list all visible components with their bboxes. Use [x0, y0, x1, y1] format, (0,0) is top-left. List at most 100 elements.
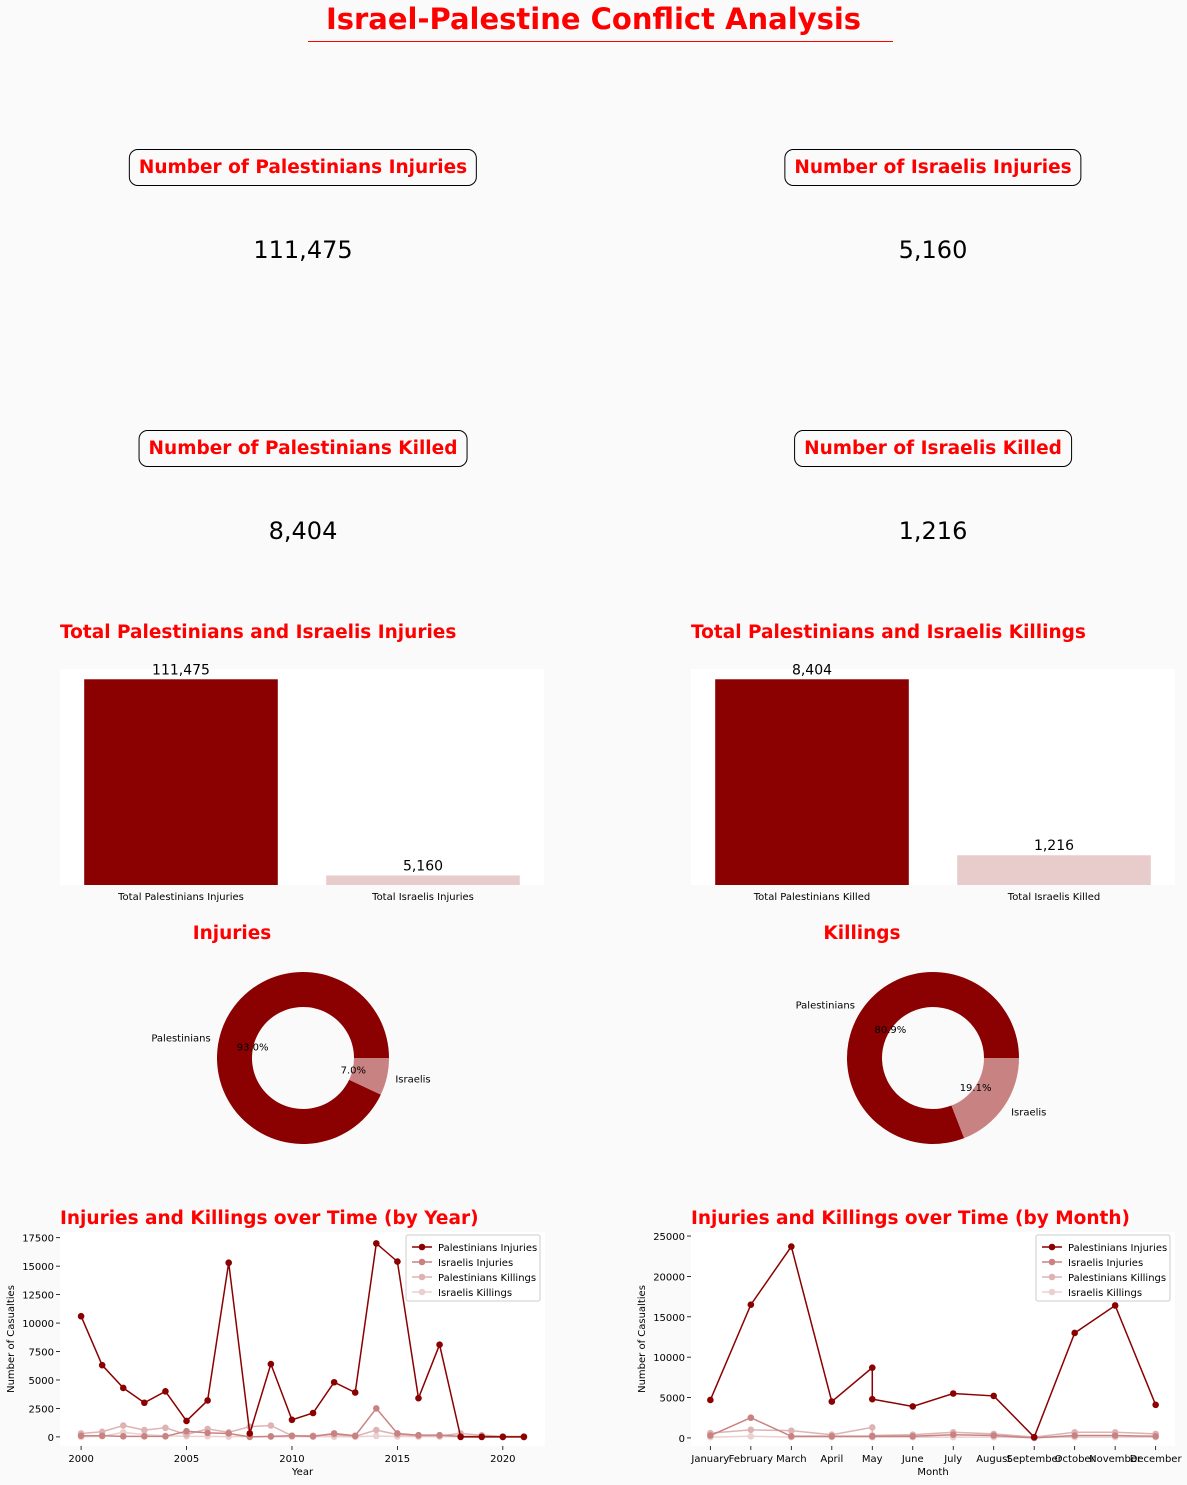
series-0-point-0	[707, 1396, 714, 1404]
x-tick-label-0: 2000	[68, 1454, 93, 1465]
series-0-point-8	[990, 1392, 998, 1400]
series-1-point-13	[351, 1432, 359, 1440]
series-0-point-9	[1030, 1433, 1038, 1441]
bar-value-label-1: 5,160	[403, 858, 443, 874]
series-0-point-21	[520, 1433, 528, 1441]
yearly-line-chart: 0 2500 5000 7500 10000 12500 15000 17500 2000 200…	[6, 1232, 545, 1478]
bar-value-label-0: 8,404	[792, 662, 832, 678]
legend-marker-1	[1048, 1258, 1056, 1266]
y-axis-label: Number of Casualties	[6, 1285, 17, 1393]
y-tick-label-3: 7500	[29, 1348, 54, 1359]
series-0-point-2	[788, 1243, 795, 1250]
x-tick-label-9: October	[1055, 1454, 1096, 1465]
legend-marker-2	[418, 1273, 426, 1281]
legend-label-3: Israelis Killings	[1068, 1288, 1142, 1299]
y-tick-label-6: 15000	[22, 1262, 54, 1273]
series-0-point-6	[204, 1397, 211, 1404]
series-1-point-8	[990, 1432, 998, 1439]
y-tick-label-3: 15000	[653, 1313, 685, 1324]
legend-marker-2	[1048, 1273, 1056, 1281]
series-2-point-14	[373, 1426, 380, 1434]
x-tick-label-11: December	[1130, 1454, 1183, 1465]
series-0-point-20	[499, 1433, 507, 1441]
bar-1	[326, 875, 520, 885]
legend-label-2: Palestinians Killings	[438, 1273, 536, 1284]
title-underline	[308, 41, 893, 42]
bar-category-label-1: Total Israelis Injuries	[371, 892, 474, 903]
series-1-point-4	[162, 1433, 169, 1440]
series-0-point-18	[457, 1433, 464, 1441]
x-tick-label-10: November	[1089, 1454, 1142, 1465]
series-1-point-6	[909, 1433, 917, 1440]
injuries-bar-chart-title: Total Palestinians and Israelis Injuries	[60, 622, 457, 643]
series-1-point-14	[373, 1405, 380, 1412]
killings-bar-chart: 8,404 Total Palestinians Killed 1,216 Total…	[691, 662, 1175, 903]
kpi-israelis-injuries-value: 5,160	[898, 236, 968, 264]
series-0-point-16	[415, 1394, 422, 1402]
series-1-point-16	[415, 1431, 422, 1439]
series-2-point-9	[267, 1422, 275, 1429]
donut-pct-label-1: 19.1%	[960, 1083, 992, 1094]
series-0-point-4	[868, 1364, 876, 1371]
series-0-point-8	[246, 1430, 254, 1437]
donut-slice-1	[349, 1058, 389, 1095]
series-0-point-15	[394, 1258, 401, 1265]
donut-slice-label-0: Palestinians	[796, 1001, 855, 1012]
series-1-point-5	[183, 1427, 190, 1435]
x-tick-label-5: June	[901, 1454, 924, 1465]
series-1-point-0	[77, 1432, 85, 1440]
killings-donut-title: Killings	[823, 923, 901, 944]
series-1-point-11	[309, 1433, 317, 1440]
bar-0	[715, 679, 909, 885]
series-1-point-1	[98, 1432, 106, 1440]
x-tick-label-6: July	[943, 1454, 962, 1465]
y-tick-label-2: 10000	[653, 1353, 685, 1364]
x-tick-label-8: September	[1007, 1454, 1063, 1465]
x-tick-label-2: March	[776, 1454, 806, 1465]
series-0-point-12	[1152, 1401, 1159, 1409]
series-1-point-0	[707, 1432, 714, 1439]
donut-slice-1	[951, 1058, 1019, 1139]
x-tick-label-2: 2010	[279, 1454, 304, 1465]
series-0-point-17	[436, 1341, 443, 1348]
series-1-point-2	[119, 1433, 127, 1440]
y-tick-label-2: 5000	[29, 1376, 54, 1387]
series-1-point-3	[141, 1433, 148, 1440]
series-0-point-5	[868, 1395, 876, 1403]
injuries-donut-title: Injuries	[192, 923, 272, 944]
series-line-0	[80, 1241, 524, 1438]
legend-label-0: Palestinians Injuries	[1068, 1243, 1167, 1254]
series-0-point-9	[267, 1360, 275, 1368]
series-0-point-5	[183, 1417, 190, 1425]
y-axis-label: Number of Casualties	[637, 1285, 648, 1393]
bar-1	[957, 855, 1151, 885]
series-0-point-6	[909, 1403, 917, 1410]
legend-marker-0	[418, 1243, 426, 1251]
series-1-point-11	[1111, 1432, 1119, 1439]
monthly-line-chart: 0 5000 10000 15000 20000 25000 January February…	[637, 1232, 1183, 1478]
legend-label-0: Palestinians Injuries	[438, 1243, 537, 1254]
kpi-israelis-killed-label: Number of Israelis Killed	[794, 430, 1072, 467]
series-0-point-12	[330, 1378, 338, 1386]
x-axis-label: Month	[917, 1467, 948, 1478]
series-1-point-6	[204, 1429, 211, 1437]
kpi-palestinians-killed-label: Number of Palestinians Killed	[138, 430, 468, 467]
series-0-point-0	[77, 1312, 85, 1320]
legend-marker-1	[418, 1258, 426, 1266]
series-3-point-1	[747, 1433, 755, 1440]
series-0-point-1	[747, 1301, 755, 1308]
x-tick-label-4: 2020	[490, 1454, 515, 1465]
series-2-point-2	[119, 1422, 127, 1429]
yearly-line-chart-title: Injuries and Killings over Time (by Year…	[60, 1208, 479, 1229]
y-tick-label-0: 0	[679, 1434, 685, 1445]
killings-donut-chart: Palestinians 80.9% Israelis 19.1%	[796, 972, 1046, 1144]
series-0-point-19	[478, 1433, 486, 1441]
legend-label-1: Israelis Injuries	[1068, 1258, 1143, 1269]
series-2-point-3	[141, 1426, 148, 1434]
series-0-point-1	[98, 1361, 106, 1369]
bar-0	[84, 679, 278, 885]
donut-slice-label-1: Israelis	[1011, 1107, 1046, 1118]
series-0-point-3	[828, 1398, 836, 1405]
series-2-point-1	[747, 1426, 755, 1434]
series-0-point-7	[225, 1259, 232, 1267]
